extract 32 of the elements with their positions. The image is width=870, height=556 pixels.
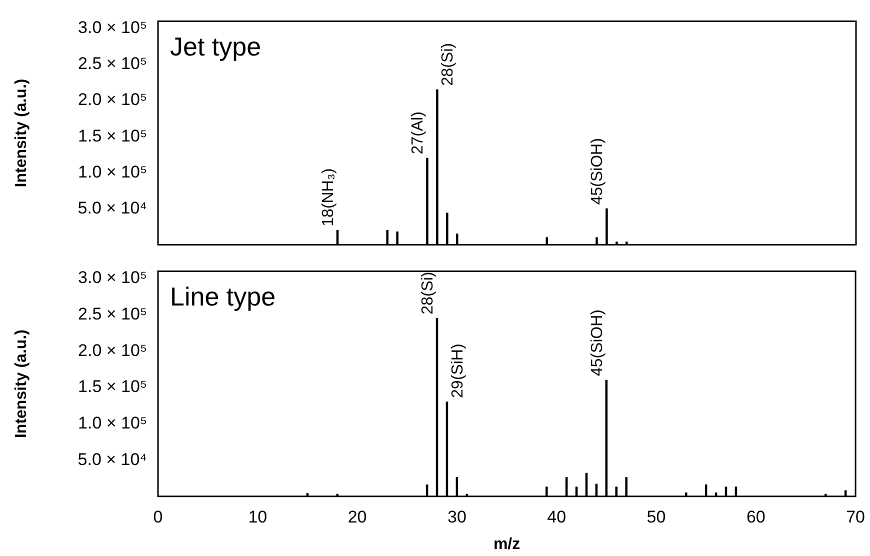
y-tick-label: 5.0 × 10⁴ xyxy=(78,198,147,218)
y-tick-label: 1.0 × 10⁵ xyxy=(78,162,147,182)
annotation: 45(SiOH) xyxy=(588,309,606,376)
annotation: 27(Al) xyxy=(410,112,427,154)
x-tick-label: 30 xyxy=(447,507,466,526)
x-tick-label: 40 xyxy=(547,507,566,526)
y-tick-label: 2.5 × 10⁵ xyxy=(78,54,147,74)
x-tick-label: 60 xyxy=(746,507,766,526)
x-tick-label: 10 xyxy=(248,507,268,526)
y-tick-label: 2.0 × 10⁵ xyxy=(78,90,147,110)
y-tick-label: 2.0 × 10⁵ xyxy=(78,340,147,360)
y-tick-label: 1.5 × 10⁵ xyxy=(78,377,147,396)
y-tick-label: 5.0 × 10⁴ xyxy=(78,450,147,469)
annotation: 29(SiH) xyxy=(449,344,466,398)
chart-title: Jet type xyxy=(170,31,262,62)
x-axis-title: m/z xyxy=(493,536,520,553)
y-axis-title: Intensity (a.u.) xyxy=(13,78,30,188)
y-tick-label: 1.0 × 10⁵ xyxy=(78,413,147,432)
annotation: 28(Si) xyxy=(440,43,457,86)
x-tick-label: 0 xyxy=(153,507,163,526)
chart-title: Line type xyxy=(170,281,276,312)
annotation: 45(SiOH) xyxy=(589,138,606,205)
annotation: 18(NH₃) xyxy=(320,168,337,226)
x-tick-label: 50 xyxy=(646,507,666,526)
y-axis-title: Intensity (a.u.) xyxy=(13,330,30,438)
y-tick-label: 2.5 × 10⁵ xyxy=(78,304,147,324)
x-tick-label: 70 xyxy=(846,507,866,526)
y-tick-label: 3.0 × 10⁵ xyxy=(78,18,147,38)
annotation: 28(Si) xyxy=(419,272,436,314)
x-tick-label: 20 xyxy=(348,507,367,526)
y-tick-label: 1.5 × 10⁵ xyxy=(78,126,147,146)
y-tick-label: 3.0 × 10⁵ xyxy=(78,268,147,288)
